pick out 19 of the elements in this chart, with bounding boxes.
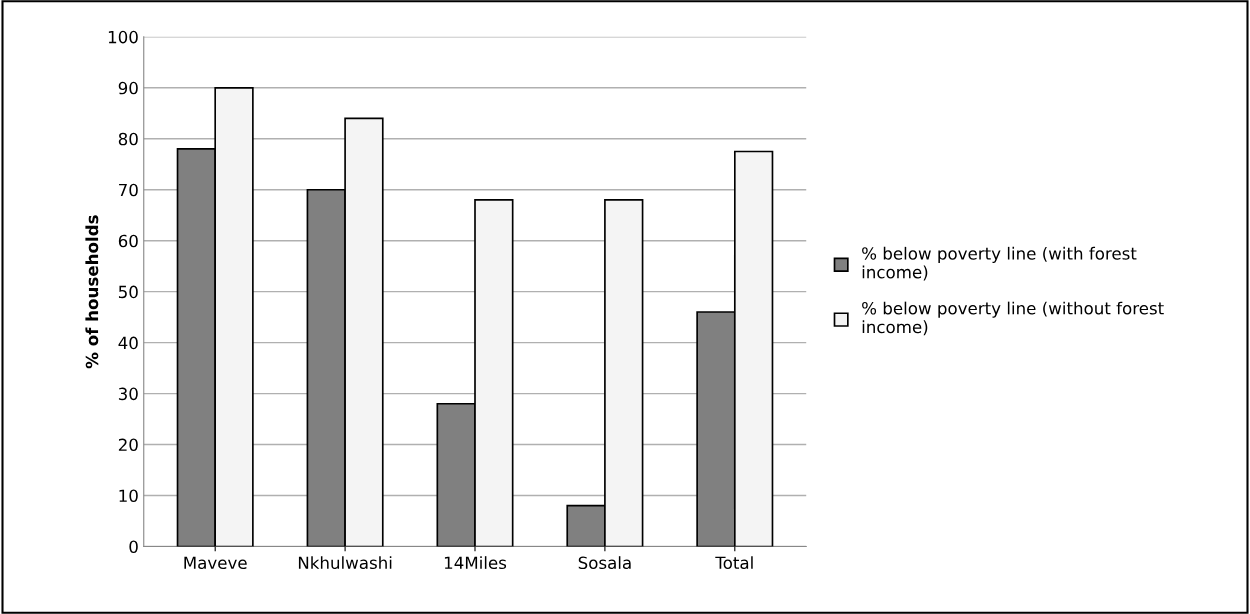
y-tick-label: 60: [118, 234, 138, 248]
y-tick-label: 100: [108, 30, 138, 44]
x-tick-label: Sosala: [578, 556, 631, 570]
y-tick-label: 40: [118, 336, 138, 350]
y-tick-label: 10: [119, 489, 138, 503]
y-tick-label: 70: [119, 183, 138, 197]
y-tick-label: 80: [118, 132, 138, 146]
y-tick-label: 50: [118, 285, 138, 299]
y-axis-title: % of households: [85, 215, 99, 369]
legend-label: % below poverty line (with forest income): [862, 246, 1137, 281]
x-tick-label: Maveve: [184, 556, 247, 570]
y-tick-label: 30: [118, 387, 138, 401]
x-tick-label: 14Miles: [444, 556, 507, 570]
x-tick-label: Total: [715, 556, 753, 570]
y-tick-label: 90: [118, 81, 138, 95]
y-tick-label: 20: [118, 438, 138, 452]
y-tick-label: 0: [129, 540, 138, 554]
legend-label: % below poverty line (without forest income): [862, 301, 1164, 336]
x-tick-label: Nkhulwashi: [298, 556, 392, 570]
